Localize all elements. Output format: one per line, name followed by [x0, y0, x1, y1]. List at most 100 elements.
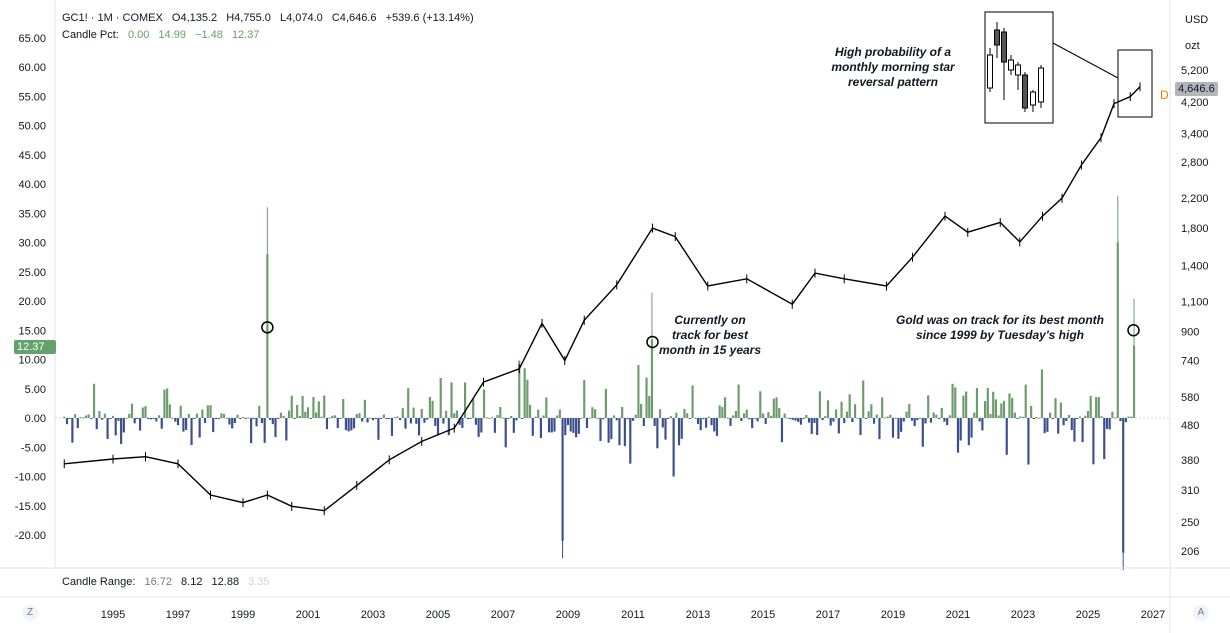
close-value: C4,646.6	[331, 12, 377, 24]
pct-tick-label: 0.00	[25, 413, 46, 425]
pct-tick-label: 40.00	[18, 179, 46, 191]
candle-pct-bar	[734, 411, 737, 418]
candle-pct-bar	[707, 416, 710, 418]
candle-pct-bar	[878, 418, 881, 440]
candle-pct-bar	[453, 413, 456, 418]
zoom-reset-icon[interactable]: Z	[22, 605, 38, 621]
price-tick-label: 206	[1181, 546, 1199, 558]
candle-pct-bar	[867, 411, 870, 418]
candle-pct-bar	[810, 418, 813, 434]
candle-pct-bar	[932, 412, 935, 418]
candle-pct-bar	[910, 418, 914, 421]
candle-pct-bar	[602, 418, 605, 420]
candle-pct-bar	[512, 418, 515, 433]
unit-label: ozt	[1185, 40, 1200, 52]
candle-pct-bar	[721, 407, 724, 418]
candle-pct-bar	[65, 418, 69, 425]
price-tick-label: 2,200	[1181, 193, 1209, 205]
candle-pct-bar	[388, 418, 391, 419]
candle-pct-bar	[431, 400, 434, 418]
auto-scale-icon[interactable]: A	[1193, 605, 1209, 621]
candle-pct-bar	[959, 418, 962, 441]
candle-pct-bar	[862, 380, 865, 418]
candle-pct-bar	[320, 416, 323, 418]
candle-pct-bar	[331, 415, 334, 418]
candle-pct-bars	[63, 195, 1136, 571]
candle-pct-bar	[290, 395, 293, 418]
candle-pct-bar	[518, 360, 521, 418]
candle-pct-bar	[366, 418, 369, 423]
candle-pct-bar	[780, 418, 784, 443]
candle-pct-bar	[342, 399, 345, 418]
change-value: +539.6 (+13.14%)	[385, 12, 474, 24]
candle-pct-bar	[325, 418, 329, 430]
candle-pct-bar	[1043, 418, 1046, 434]
candle-pct-bar	[526, 379, 529, 418]
candle-pct-bar	[761, 413, 765, 418]
candle-pct-bar	[447, 418, 450, 436]
candle-pct-bar	[369, 417, 372, 419]
candle-pct-value: 0.00	[127, 29, 150, 41]
candle-pct-bar	[193, 418, 196, 419]
candle-pct-bar	[1070, 418, 1073, 431]
candle-pct-bar	[718, 405, 721, 418]
candle-pct-bar	[420, 408, 423, 418]
candle-pct-bar	[821, 418, 824, 421]
candle-pct-bar	[428, 396, 431, 418]
candle-pct-bar	[610, 418, 613, 440]
candle-pct-bar	[385, 418, 388, 419]
candle-pct-bar	[166, 388, 169, 418]
candle-pct-bar	[363, 399, 366, 418]
candle-pct-bar	[672, 418, 675, 477]
candle-pct-bar	[250, 418, 253, 444]
candle-pct-bar	[789, 418, 792, 419]
candle-pct-bar	[231, 418, 234, 429]
candle-pct-bar	[661, 418, 664, 428]
candle-pct-bar	[542, 415, 545, 418]
candle-pct-bar	[854, 404, 857, 418]
candle-pct-bar	[464, 382, 467, 418]
inset-candle	[1030, 91, 1036, 106]
candle-pct-bar	[1062, 418, 1065, 426]
candle-pct-bar	[390, 418, 394, 436]
candle-pct-bar	[76, 418, 79, 429]
candle-pct-bar	[98, 411, 101, 418]
candle-pct-bar	[929, 418, 932, 423]
candle-pct-bar	[826, 400, 830, 418]
candle-pct-bar	[634, 414, 637, 418]
candle-pct-bar	[510, 415, 513, 418]
candle-pct-bar	[269, 418, 272, 420]
candle-pct-bar	[580, 417, 583, 419]
candle-pct-bar	[68, 418, 71, 419]
candle-pct-bar	[312, 397, 315, 418]
candle-pct-bar	[686, 413, 689, 418]
candle-pct-bar	[951, 383, 954, 418]
pct-tick-label: 35.00	[18, 208, 46, 220]
candle-pct-bar	[1119, 418, 1122, 422]
price-tick-label: 1,100	[1181, 296, 1209, 308]
candle-pct-bar	[851, 418, 854, 423]
pct-tick-label: 45.00	[18, 150, 46, 162]
candle-pct-bar	[92, 383, 96, 418]
candle-pct-bar	[128, 413, 131, 418]
candle-pct-bar	[1035, 416, 1038, 418]
candle-pct-bar	[252, 418, 255, 419]
candle-pct-bar	[875, 414, 878, 418]
candle-pct-bar	[691, 385, 694, 418]
candle-pct-bar	[545, 397, 548, 418]
candle-pct-bar	[336, 418, 339, 429]
candle-pct-bar	[864, 418, 867, 419]
candle-pct-bar	[130, 403, 134, 418]
candle-pct-bar	[163, 389, 166, 418]
inset-candle	[987, 54, 993, 89]
candle-pct-bar	[529, 404, 532, 418]
candle-pct-bar	[179, 405, 182, 418]
candle-pct-bar	[334, 415, 337, 418]
candle-pct-bar	[775, 397, 778, 418]
candle-pct-bar	[585, 418, 589, 428]
candle-pct-bar	[507, 418, 510, 419]
pct-tick-label: 30.00	[18, 238, 46, 250]
candle-pct-bar	[680, 418, 683, 439]
candle-pct-bar	[924, 418, 927, 424]
candle-pct-bar	[740, 418, 743, 421]
